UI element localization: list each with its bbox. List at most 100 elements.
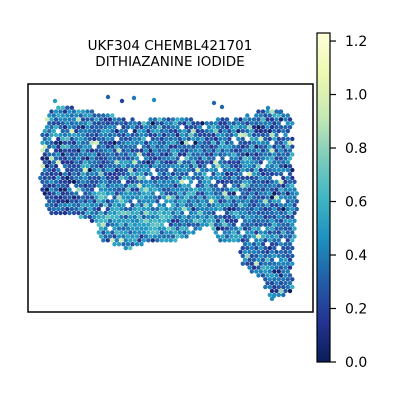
spot [85, 171, 90, 177]
spot [193, 125, 198, 130]
spot [44, 171, 50, 177]
spot [267, 261, 272, 266]
spot [231, 214, 236, 220]
spot [128, 191, 133, 196]
spot [249, 183, 254, 188]
spot [155, 128, 160, 134]
spot [292, 210, 297, 216]
spot [173, 121, 178, 126]
spot [222, 199, 227, 204]
spot [175, 156, 180, 161]
spot [121, 171, 126, 177]
spot [209, 144, 214, 149]
spot [130, 117, 135, 122]
spot [94, 164, 99, 169]
spot [263, 167, 268, 173]
spot [150, 199, 155, 204]
spot [287, 148, 293, 153]
spot [249, 191, 254, 196]
spot [274, 273, 279, 278]
spot [186, 206, 191, 212]
spot [116, 187, 122, 192]
spot [76, 156, 81, 161]
spot [179, 171, 185, 177]
spot [285, 253, 290, 259]
spot [40, 132, 45, 138]
spot [287, 226, 293, 231]
spot [247, 257, 252, 262]
spot [87, 206, 93, 212]
spot [182, 214, 187, 220]
spot [281, 222, 286, 227]
spot [125, 195, 131, 200]
spot [58, 187, 63, 192]
colorbar-tick-label: 0.4 [345, 248, 367, 264]
spot [123, 175, 128, 181]
spot [285, 152, 290, 157]
spot [143, 179, 149, 184]
spot [134, 203, 140, 208]
spot [281, 206, 286, 212]
spot [263, 222, 268, 227]
spot [159, 238, 164, 243]
spot [119, 128, 124, 134]
spot [44, 156, 50, 161]
spot [101, 222, 106, 227]
spot [103, 148, 108, 153]
spot [121, 125, 126, 130]
spot [287, 140, 293, 145]
spot [256, 203, 261, 208]
spot [139, 242, 144, 247]
spot [197, 218, 203, 223]
spot [265, 265, 270, 270]
spot [272, 269, 277, 274]
spot [128, 222, 133, 227]
spot [69, 136, 75, 142]
spot [148, 132, 153, 138]
spot [173, 222, 178, 227]
spot [283, 234, 288, 239]
spot [69, 144, 75, 149]
spot [128, 160, 133, 165]
spot [76, 125, 81, 130]
spot [96, 144, 102, 149]
spot [290, 253, 295, 259]
spot [83, 191, 88, 196]
spot [60, 152, 65, 157]
spot [276, 183, 281, 188]
spot [247, 265, 252, 270]
spot [236, 167, 241, 173]
spot [206, 195, 212, 200]
spot [71, 140, 77, 145]
spot [132, 160, 137, 165]
spot [103, 187, 108, 192]
spot [98, 164, 104, 169]
spot [267, 152, 272, 157]
spot [258, 136, 263, 142]
spot [65, 206, 70, 212]
spot [85, 148, 90, 153]
spot [193, 164, 198, 169]
spot [170, 234, 176, 239]
spot [157, 117, 162, 122]
spot [76, 109, 81, 114]
spot [209, 214, 214, 220]
spot [60, 191, 65, 196]
spot [83, 136, 88, 142]
spot [211, 218, 216, 223]
spot [53, 140, 59, 145]
spot [101, 167, 106, 173]
spot [240, 152, 245, 157]
spot [272, 222, 277, 227]
spot [83, 167, 88, 173]
spot [184, 132, 189, 138]
spot [74, 121, 79, 126]
spot [173, 128, 178, 134]
spot [195, 199, 200, 204]
spot [238, 132, 243, 138]
spot [269, 273, 275, 278]
spot [177, 230, 182, 235]
spot [143, 171, 149, 177]
spot [58, 171, 63, 177]
